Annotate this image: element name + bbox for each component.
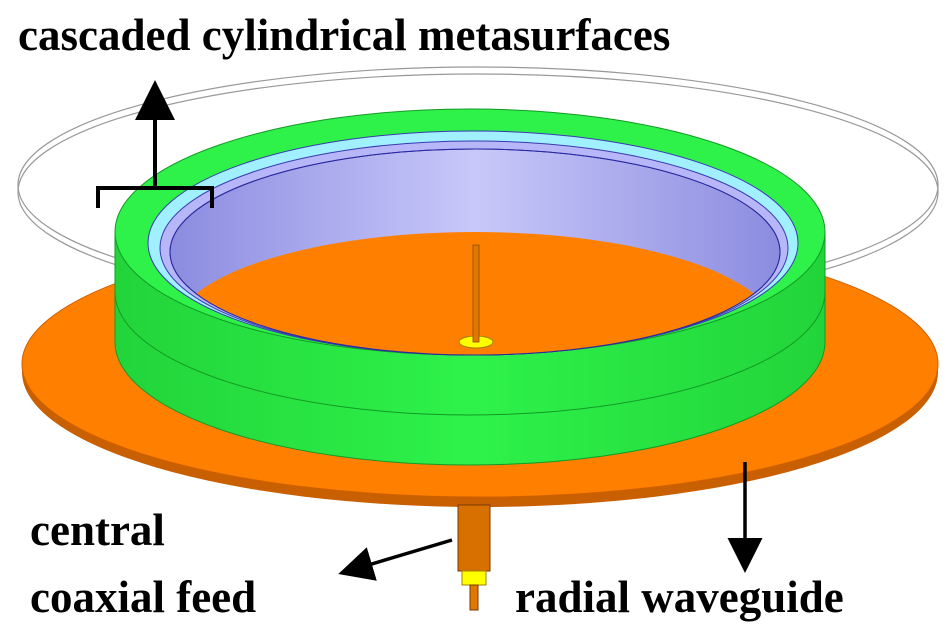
coax-feed <box>457 504 491 611</box>
feed-label: coaxial feed <box>30 572 256 622</box>
feed-label: central <box>30 505 165 555</box>
ring-wall-line <box>114 291 826 416</box>
annotation-arrows <box>96 80 763 581</box>
metasurfaces-label: cascaded cylindrical metasurfaces <box>18 10 670 60</box>
pin <box>472 244 480 343</box>
waveguide-label: radial waveguide <box>515 572 844 622</box>
ring-hole-edge <box>169 148 781 356</box>
